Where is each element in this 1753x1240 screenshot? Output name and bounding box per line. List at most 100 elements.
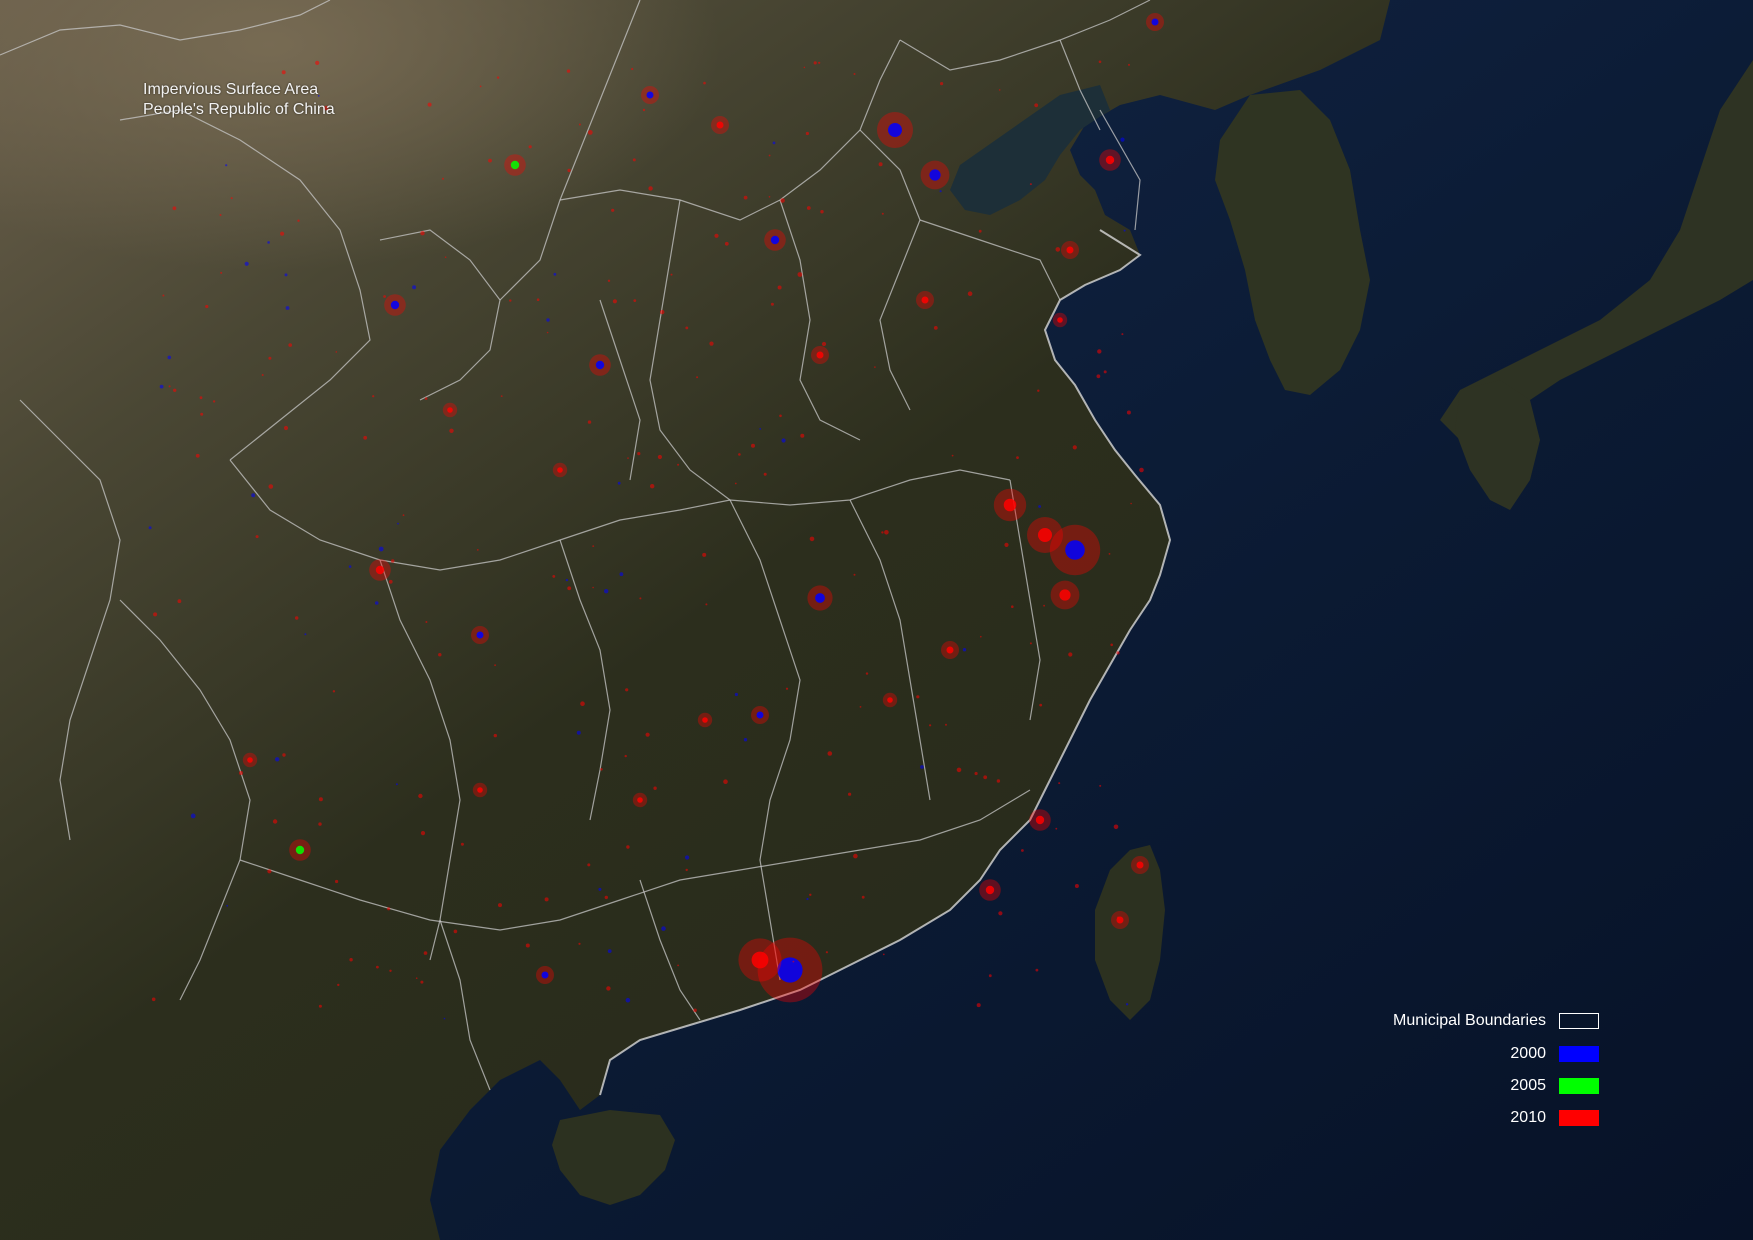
settlement-dot bbox=[1096, 374, 1101, 379]
settlement-dot bbox=[998, 911, 1003, 916]
urban-cluster-core bbox=[646, 91, 654, 99]
settlement-dot bbox=[1029, 183, 1032, 186]
settlement-dot bbox=[509, 299, 512, 302]
settlement-dot bbox=[587, 130, 593, 135]
settlement-dot bbox=[267, 869, 272, 874]
urban-cluster-core bbox=[815, 593, 825, 603]
settlement-dot bbox=[172, 206, 177, 211]
settlement-dot bbox=[940, 82, 944, 86]
urban-cluster-core bbox=[1065, 540, 1085, 560]
settlement-dot bbox=[438, 653, 442, 657]
settlement-dot bbox=[627, 457, 629, 459]
settlement-dot bbox=[645, 732, 650, 737]
urban-cluster-core bbox=[1035, 815, 1045, 825]
settlement-dot bbox=[670, 273, 673, 276]
settlement-dot bbox=[661, 926, 666, 931]
settlement-dot bbox=[349, 958, 353, 962]
settlement-dot bbox=[660, 309, 665, 315]
settlement-dot bbox=[275, 757, 280, 762]
settlement-dot bbox=[323, 105, 329, 111]
legend-label-2005: 2005 bbox=[1510, 1077, 1546, 1094]
urban-cluster-core bbox=[946, 646, 954, 654]
settlement-dot bbox=[612, 299, 618, 304]
settlement-dot bbox=[797, 272, 803, 277]
settlement-dot bbox=[1126, 410, 1131, 415]
settlement-dot bbox=[402, 514, 405, 517]
settlement-dot bbox=[425, 621, 428, 623]
urban-cluster-core bbox=[1066, 246, 1074, 254]
settlement-dot bbox=[376, 965, 379, 969]
settlement-dot bbox=[779, 414, 782, 418]
settlement-dot bbox=[619, 572, 624, 577]
settlement-dot bbox=[624, 754, 627, 758]
settlement-dot bbox=[607, 949, 612, 953]
settlement-dot bbox=[423, 951, 428, 955]
settlement-dot bbox=[418, 793, 423, 799]
settlement-dot bbox=[734, 692, 739, 697]
settlement-dot bbox=[777, 285, 782, 290]
settlement-dot bbox=[177, 599, 182, 604]
urban-cluster-core bbox=[477, 787, 483, 793]
legend-swatch-2005 bbox=[1559, 1078, 1599, 1094]
settlement-dot bbox=[395, 783, 398, 786]
settlement-dot bbox=[239, 771, 243, 775]
settlement-dot bbox=[705, 603, 708, 606]
settlement-dot bbox=[696, 376, 699, 379]
settlement-dot bbox=[648, 186, 653, 191]
settlement-dot bbox=[974, 771, 978, 776]
legend-label-2010: 2010 bbox=[1510, 1109, 1546, 1126]
settlement-dot bbox=[820, 210, 824, 214]
settlement-dot bbox=[443, 1017, 446, 1020]
settlement-dot bbox=[318, 1004, 322, 1008]
settlement-dot bbox=[427, 102, 432, 107]
settlement-dot bbox=[1110, 643, 1113, 647]
settlement-dot bbox=[881, 212, 884, 215]
settlement-dot bbox=[803, 66, 806, 69]
settlement-dot bbox=[639, 597, 642, 600]
settlement-dot bbox=[420, 831, 426, 836]
bohai-sea bbox=[950, 85, 1110, 215]
settlement-dot bbox=[1011, 605, 1014, 608]
settlement-dot bbox=[493, 733, 497, 738]
settlement-dot bbox=[978, 229, 982, 233]
settlement-dot bbox=[998, 89, 1001, 91]
settlement-dot bbox=[544, 897, 549, 902]
settlement-dot bbox=[587, 420, 592, 424]
settlement-dot bbox=[412, 285, 417, 290]
settlement-dot bbox=[983, 775, 988, 780]
settlement-dot bbox=[335, 879, 339, 884]
settlement-dot bbox=[967, 291, 973, 297]
settlement-dot bbox=[268, 484, 274, 489]
settlement-dot bbox=[272, 819, 278, 824]
settlement-dot bbox=[552, 575, 556, 578]
settlement-dot bbox=[714, 233, 719, 238]
settlement-dot bbox=[685, 855, 690, 860]
settlement-dot bbox=[255, 535, 259, 539]
settlement-dot bbox=[939, 190, 942, 193]
urban-cluster-core bbox=[985, 885, 995, 895]
settlement-dot bbox=[929, 724, 932, 727]
settlement-dot bbox=[781, 438, 786, 443]
settlement-dot bbox=[420, 231, 425, 236]
settlement-dot bbox=[806, 206, 811, 210]
settlement-dot bbox=[1113, 824, 1119, 830]
settlement-dot bbox=[625, 688, 629, 692]
settlement-dot bbox=[244, 261, 249, 266]
map-subtitle: People's Republic of China bbox=[143, 101, 335, 118]
settlement-dot bbox=[785, 687, 789, 690]
settlement-dot bbox=[567, 586, 572, 591]
settlement-dot bbox=[1016, 456, 1019, 459]
settlement-dot bbox=[792, 960, 795, 963]
settlement-dot bbox=[280, 231, 285, 236]
settlement-dot bbox=[578, 942, 581, 945]
settlement-dot bbox=[420, 980, 424, 984]
settlement-dot bbox=[494, 664, 496, 667]
settlement-dot bbox=[763, 472, 767, 476]
settlement-dot bbox=[283, 425, 289, 431]
settlement-dot bbox=[580, 701, 585, 706]
settlement-dot bbox=[546, 318, 550, 322]
settlement-dot bbox=[220, 271, 223, 274]
settlement-dot bbox=[853, 73, 856, 75]
